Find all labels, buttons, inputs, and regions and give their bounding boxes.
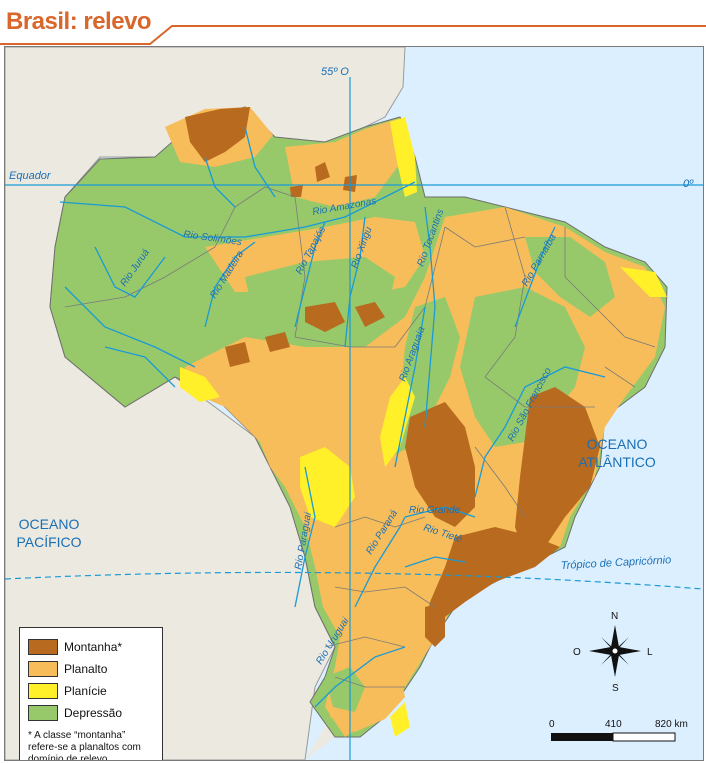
- scale-410: 410: [605, 719, 622, 730]
- legend-item-depressao: Depressão: [28, 702, 154, 724]
- planalto-swatch: [28, 661, 58, 677]
- meridian-label: 55º O: [321, 66, 349, 78]
- river-uruguai-line: [314, 646, 406, 708]
- pacific-label-2: PACÍFICO: [16, 534, 81, 550]
- montanha-espinhaco: [515, 387, 600, 557]
- compass-rose: N S L O: [573, 611, 653, 694]
- planicie-pantanal: [300, 447, 355, 527]
- river-west-2: [104, 346, 176, 388]
- legend: Montanha* Planalto Planície Depressão * …: [19, 627, 163, 761]
- map-svg: 55º O Equador 0º Trópico de Capricórnio …: [5, 47, 703, 760]
- title-bar: Brasil: relevo: [0, 0, 706, 46]
- montanha-south: [425, 602, 445, 647]
- depressao-south: [325, 667, 365, 712]
- map-title: Brasil: relevo: [6, 8, 152, 35]
- river-grande-line: [404, 506, 476, 518]
- river-tapajos-line: [294, 221, 326, 328]
- scale-bar: 0 410 820 km: [549, 719, 688, 742]
- equator-label: Equador: [9, 170, 52, 182]
- montanha-serra-mantiqueira: [405, 402, 475, 527]
- planicie-swatch: [28, 683, 58, 699]
- planicie-south-coast: [390, 702, 410, 737]
- river-madeira-line: [204, 241, 256, 328]
- legend-label: Depressão: [64, 706, 123, 720]
- scale-820: 820 km: [655, 719, 688, 730]
- tropic-label: Trópico de Capricórnio: [561, 554, 672, 572]
- river-xingu-line: [344, 216, 366, 348]
- montanha-roraima: [185, 107, 250, 162]
- river-parnaiba-line: [514, 226, 556, 328]
- rivers: [59, 126, 606, 708]
- title-underline: [0, 25, 706, 45]
- scale-0: 0: [549, 719, 555, 730]
- river-north-1: [244, 126, 276, 198]
- pacific-label-1: OCEANO: [19, 516, 80, 532]
- legend-item-planalto: Planalto: [28, 658, 154, 680]
- river-north-2: [204, 156, 236, 208]
- river-jurua-line: [94, 246, 166, 298]
- planicie-amazon-mouth: [390, 117, 417, 197]
- legend-item-planicie: Planície: [28, 680, 154, 702]
- montanha-central-patches: [225, 162, 385, 367]
- river-paraguai-line: [294, 466, 316, 608]
- atlantic-label-2: ATLÂNTICO: [578, 454, 656, 470]
- river-araguaia-line: [394, 306, 426, 468]
- river-parana-line: [354, 516, 406, 608]
- river-tocantins-line: [424, 206, 436, 428]
- compass-s: S: [612, 683, 619, 694]
- legend-note: * A classe “montanha” refere-se a planal…: [28, 730, 141, 761]
- atlantic-label-1: OCEANO: [587, 436, 648, 452]
- legend-label: Planície: [64, 684, 107, 698]
- planicie-guapore: [180, 367, 220, 402]
- river-amazonas-line: [59, 181, 416, 238]
- river-west-1: [64, 286, 196, 368]
- legend-label: Montanha*: [64, 640, 123, 654]
- legend-label: Planalto: [64, 662, 108, 676]
- river-tiete-line: [404, 556, 466, 568]
- river-sao-francisco-line: [474, 366, 606, 498]
- river-label-grande: Rio Grande: [409, 505, 461, 516]
- compass-l: L: [647, 647, 653, 658]
- depressao-parnaiba: [525, 237, 615, 317]
- compass-o: O: [573, 647, 581, 658]
- legend-item-montanha: Montanha*: [28, 636, 154, 658]
- map-frame: 55º O Equador 0º Trópico de Capricórnio …: [4, 46, 704, 761]
- planicie-araguaia: [380, 377, 415, 467]
- zero-degree-label: 0º: [683, 178, 694, 190]
- depressao-amazon-south: [245, 257, 395, 337]
- planicie-coast-ne: [620, 267, 667, 297]
- montanha-serra-mar: [425, 527, 560, 627]
- depressao-swatch: [28, 705, 58, 721]
- compass-n: N: [611, 611, 618, 622]
- montanha-swatch: [28, 639, 58, 655]
